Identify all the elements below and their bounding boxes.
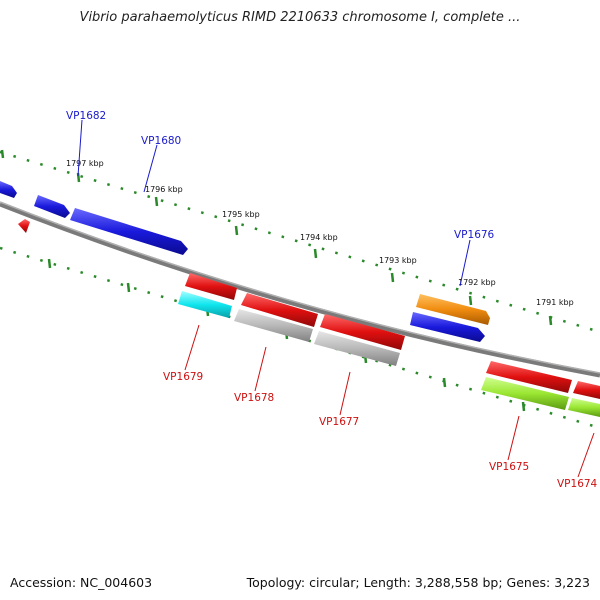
gene-arrow[interactable]	[481, 377, 569, 410]
scale-label: 1796 kbp	[145, 185, 183, 194]
gene-arrow[interactable]	[234, 309, 313, 342]
scale-label: 1797 kbp	[66, 159, 104, 168]
gene-arrow[interactable]	[178, 291, 232, 318]
scale-label: 1794 kbp	[300, 233, 338, 242]
gene-arrow[interactable]	[241, 293, 318, 327]
gene-arrow[interactable]	[18, 219, 30, 233]
genome-info-text: Topology: circular; Length: 3,288,558 bp…	[246, 575, 590, 590]
scale-label: 1795 kbp	[222, 210, 260, 219]
gene-arrow[interactable]	[0, 181, 17, 198]
forward-genes	[0, 181, 490, 342]
gene-arrow[interactable]	[416, 294, 490, 325]
gene-label[interactable]: VP1675	[489, 461, 529, 473]
scale-label: 1792 kbp	[458, 278, 496, 287]
accession-text: Accession: NC_004603	[10, 575, 153, 590]
gene-arrow[interactable]	[568, 398, 600, 417]
gene-arrow[interactable]	[34, 195, 70, 218]
scale-label: 1793 kbp	[379, 256, 417, 265]
gene-label[interactable]: VP1677	[319, 416, 359, 428]
gene-arrow[interactable]	[185, 273, 237, 300]
gene-arrow[interactable]	[573, 381, 600, 399]
gene-label[interactable]: VP1674	[557, 478, 598, 490]
genome-backbone	[0, 201, 600, 378]
scale-label: 1791 kbp	[536, 298, 574, 307]
gene-label[interactable]: VP1682	[66, 110, 106, 122]
gene-arrow[interactable]	[314, 331, 400, 366]
gene-arrow[interactable]	[320, 314, 405, 350]
gene-label[interactable]: VP1679	[163, 371, 203, 383]
reverse-genes	[178, 273, 600, 417]
gene-label[interactable]: VP1676	[454, 229, 495, 241]
gene-label[interactable]: VP1678	[234, 392, 274, 404]
top-major-ticks	[0, 149, 553, 326]
gene-arrow[interactable]	[70, 208, 188, 255]
gene-arrow[interactable]	[410, 312, 485, 342]
gene-arrow[interactable]	[486, 361, 572, 393]
gene-label[interactable]: VP1680	[141, 135, 181, 147]
map-title: Vibrio parahaemolyticus RIMD 2210633 chr…	[79, 10, 521, 25]
